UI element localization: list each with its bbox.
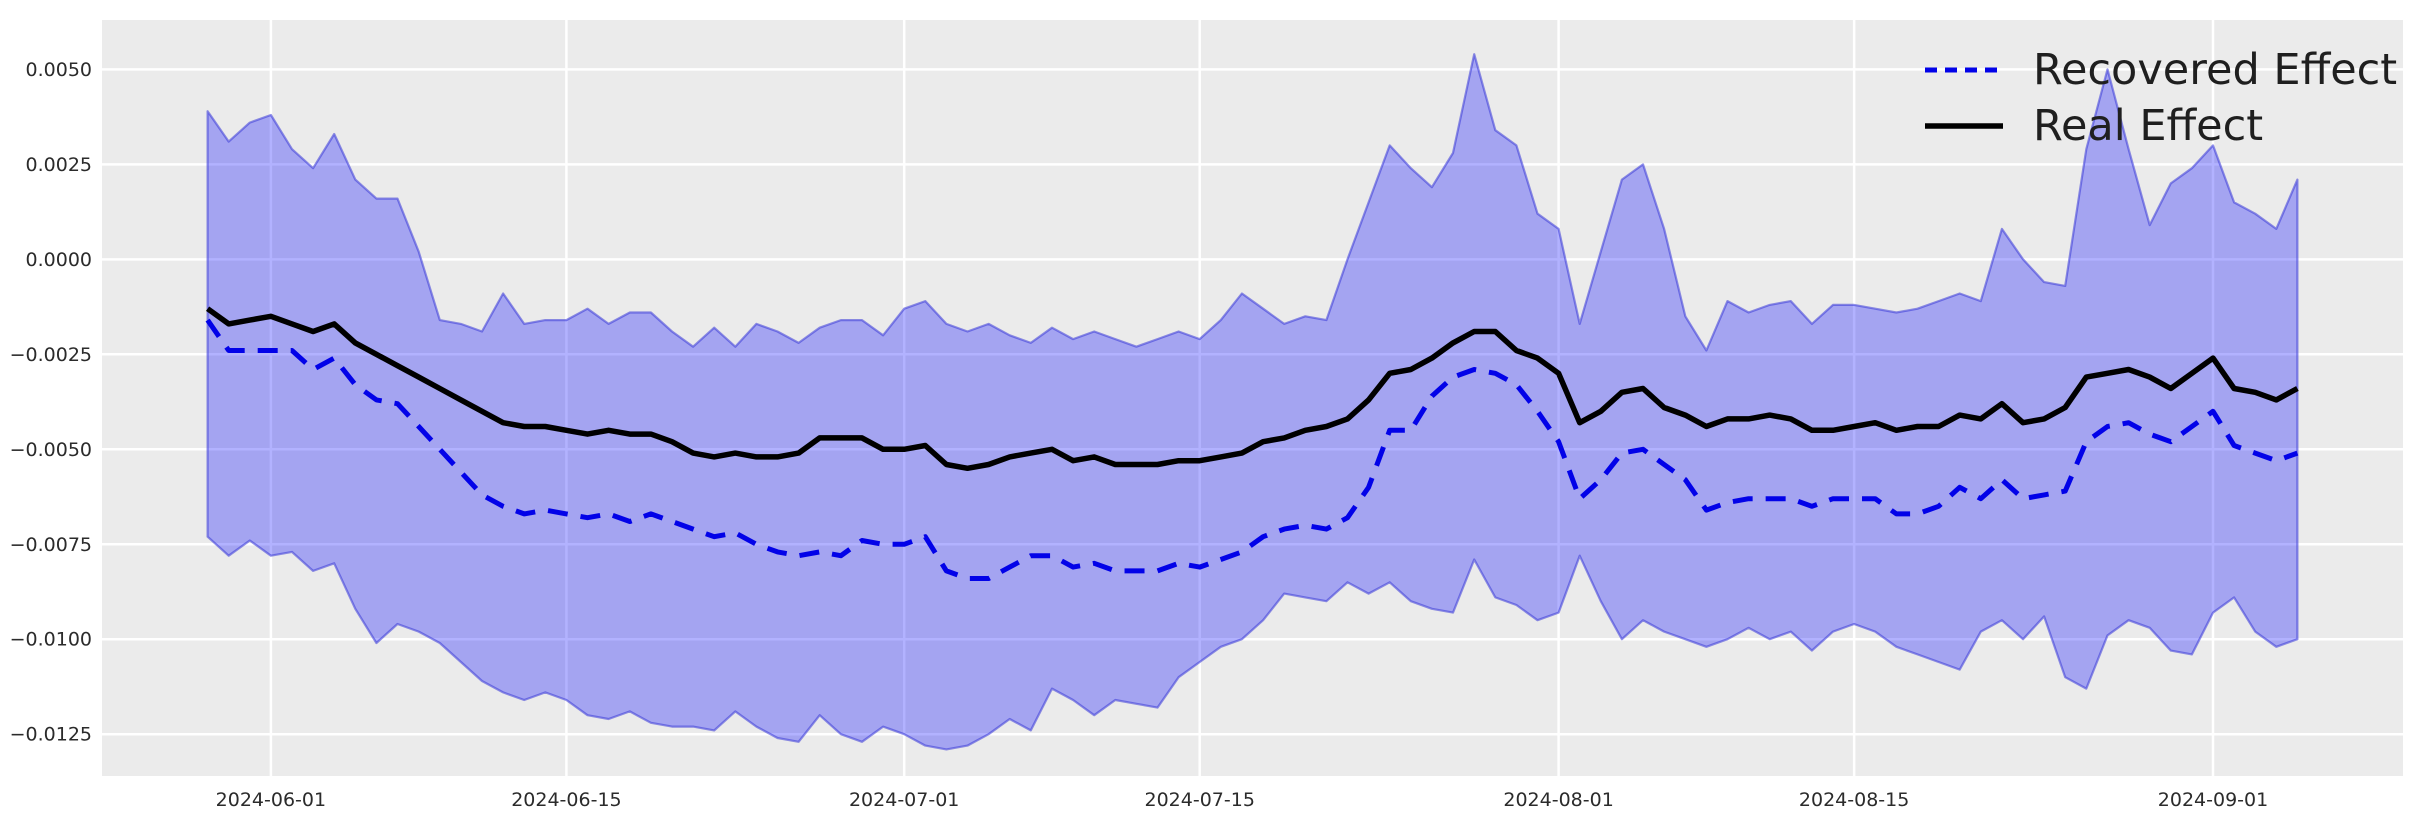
y-tick-label: −0.0100 (10, 629, 92, 651)
legend-item-recovered: Recovered Effect (1925, 42, 2397, 98)
legend-label-real: Real Effect (2033, 100, 2264, 151)
y-axis-tick-labels: 0.0050 0.0025 0.0000 −0.0025 −0.0050 −0.0075 −… (10, 59, 92, 746)
x-tick-label: 2024-07-01 (849, 789, 959, 811)
x-tick-label: 2024-06-01 (216, 789, 326, 811)
legend-item-real: Real Effect (1925, 98, 2397, 154)
real-effect-line (205, 306, 2299, 472)
dashed-line-icon (1925, 67, 2003, 73)
x-tick-label: 2024-07-15 (1145, 789, 1255, 811)
y-tick-label: 0.0025 (26, 154, 92, 176)
legend-label-recovered: Recovered Effect (2033, 44, 2398, 95)
y-tick-label: 0.0000 (26, 249, 92, 271)
y-tick-label: −0.0050 (10, 439, 92, 461)
x-tick-label: 2024-06-15 (511, 789, 621, 811)
legend: Recovered Effect Real Effect (1925, 42, 2397, 154)
y-tick-label: −0.0125 (10, 724, 92, 746)
x-axis-tick-labels: 2024-06-01 2024-06-15 2024-07-01 2024-07-15… (216, 789, 2269, 811)
x-tick-label: 2024-08-15 (1799, 789, 1909, 811)
x-tick-label: 2024-09-01 (2158, 789, 2268, 811)
plot-panel (102, 20, 2403, 776)
confidence-band (206, 53, 2299, 751)
y-tick-label: −0.0025 (10, 344, 92, 366)
solid-line-icon (1925, 123, 2003, 129)
y-tick-label: 0.0050 (26, 59, 92, 81)
gridlines (102, 20, 2403, 776)
y-tick-label: −0.0075 (10, 534, 92, 556)
recovered-effect-line (205, 318, 2299, 581)
x-tick-label: 2024-08-01 (1503, 789, 1613, 811)
